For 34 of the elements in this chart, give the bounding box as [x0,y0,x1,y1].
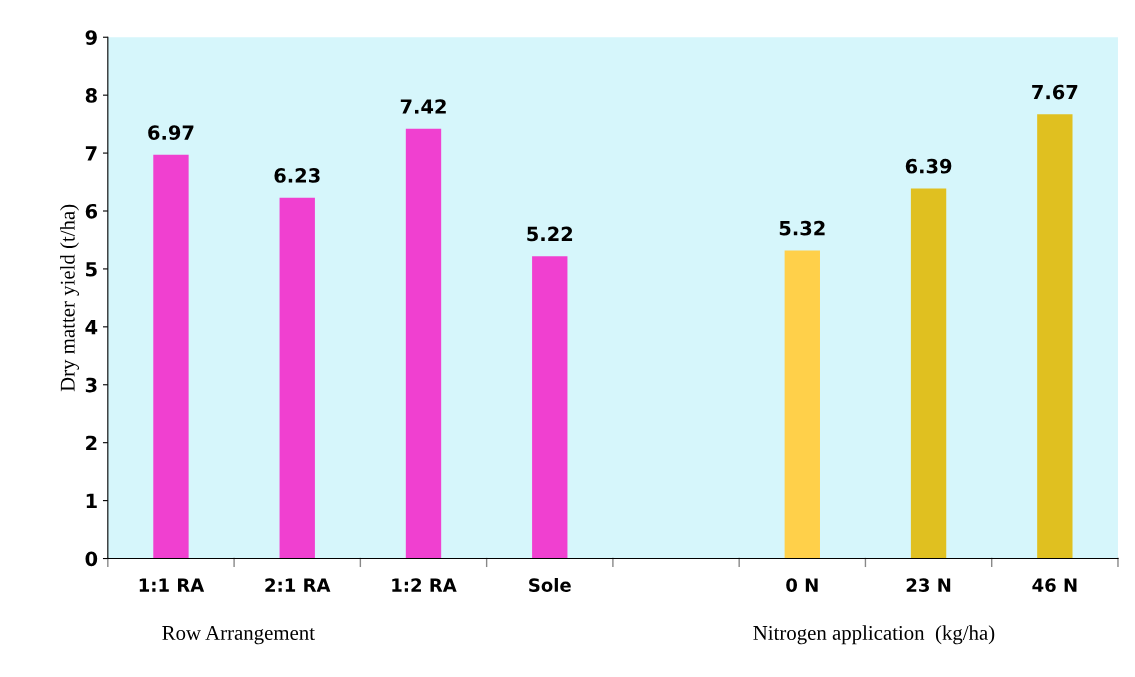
x-tick-label: 1:1 RA [139,578,205,592]
y-tick-label: 9 [85,30,97,45]
x-tick-label: 1:2 RA [392,578,457,592]
y-tick-label: 2 [86,435,97,451]
y-tick-label: 8 [85,88,97,103]
y-tick-label: 7 [85,146,97,161]
x-tick-label: 23 N [906,578,951,592]
y-tick-label: 5 [86,262,97,277]
text: Nitrogen application (kg/ha) [753,625,995,645]
y-tick-label: 4 [85,320,98,335]
data-label: 5.32 [779,220,825,236]
data-label: 6.39 [905,158,952,174]
y-tick-label: 0 [85,551,98,567]
data-label: 7.42 [400,99,446,114]
x-tick-label: 0 N [786,578,818,592]
bar [153,154,189,559]
data-label: 5.22 [527,226,573,242]
bar [910,188,947,559]
bar [279,197,315,559]
y-axis-title: Dry matter yield (t/ha) [60,204,80,392]
text: Row Arrangement [162,626,315,645]
y-tick-label: 1 [86,493,97,508]
x-tick-label: 46 N [1032,578,1077,592]
data-label: 6.23 [274,168,320,183]
y-tick-label: 6 [85,203,98,219]
x-tick-label: Sole [529,577,571,592]
bar [1037,114,1073,559]
y-tick-label: 3 [85,377,97,393]
bar [784,250,820,559]
bar [405,128,442,559]
data-label: 7.67 [1032,84,1078,100]
x-tick-label: 2:1 RA [265,578,331,592]
data-label: 6.97 [148,125,194,140]
bar [532,256,568,559]
